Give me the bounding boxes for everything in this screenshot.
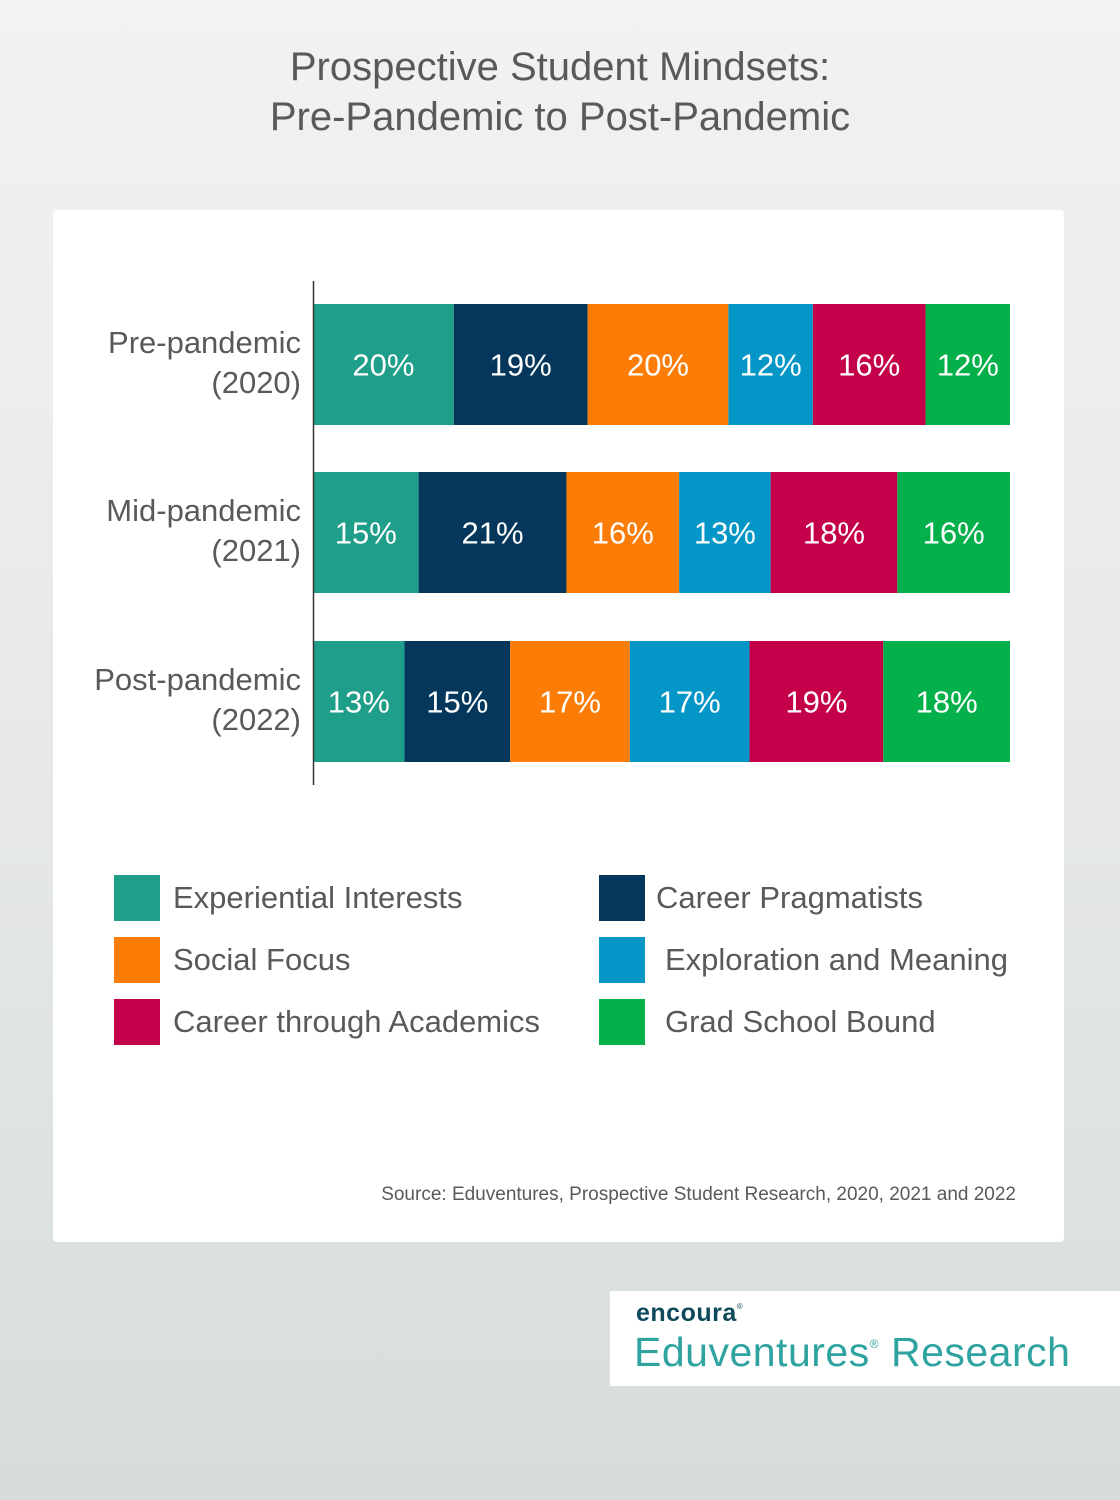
bar-segment [453,304,588,425]
category-label: (2020) [211,365,301,400]
bar-segment [749,641,884,762]
legend-label: Experiential Interests [173,880,463,915]
category-label: Post-pandemic [94,662,301,697]
legend-swatch [599,875,645,921]
category-label: (2021) [211,533,301,568]
legend-swatch [114,875,160,921]
encoura-logo: encoura® [636,1299,744,1327]
chart-title-line-1: Prospective Student Mindsets: [289,45,831,89]
legend-swatch [599,999,645,1045]
data-label: 19% [785,685,847,720]
bar-segment [313,641,405,762]
logo: encoura® Eduventures® Research [610,1291,1120,1386]
category-label: (2022) [211,702,301,737]
bar-segment [897,472,1010,593]
data-label: 21% [462,516,524,551]
bar-segment [629,641,750,762]
bar-segment [587,304,729,425]
legend-label: Exploration and Meaning [665,942,1008,977]
category-label: Mid-pandemic [106,493,301,528]
data-label: 18% [916,685,978,720]
data-label: 20% [352,348,414,383]
stacked-bar-chart: 20% 19% 20% 12% 16% 12% Pre-pandemic (2020) 15% 2… [94,281,1010,785]
eduventures-research-logo: Eduventures® Research [634,1329,1071,1375]
legend-swatch [599,937,645,983]
bar-segment [418,472,567,593]
legend-swatch [114,937,160,983]
legend-swatch [114,999,160,1045]
bar-segment [313,304,454,425]
data-label: 16% [838,348,900,383]
bar-segment [812,304,926,425]
data-label: 13% [694,516,756,551]
bar-segment [883,641,1010,762]
data-label: 15% [426,685,488,720]
data-label: 17% [539,685,601,720]
chart-title-line-2: Pre-Pandemic to Post-Pandemic [269,95,851,139]
legend-label: Career Pragmatists [656,880,924,915]
data-label: 13% [328,685,390,720]
bar-segment [566,472,680,593]
data-label: 12% [937,348,999,383]
chart-title: Prospective Student Mindsets: Pre-Pandem… [0,42,1120,142]
source-note: Source: Eduventures, Prospective Student… [381,1184,1016,1205]
bar-segment [679,472,771,593]
data-label: 15% [335,516,397,551]
data-label: 19% [490,348,552,383]
data-label: 16% [592,516,654,551]
bar-segment [313,472,419,593]
data-label: 17% [659,685,721,720]
legend-label: Grad School Bound [665,1004,936,1039]
bar-segment [728,304,813,425]
data-label: 12% [740,348,802,383]
data-label: 20% [627,348,689,383]
bar-segment [510,641,630,762]
data-label: 18% [803,516,865,551]
legend-label: Career through Academics [173,1004,541,1039]
legend-label: Social Focus [173,942,351,977]
category-label: Pre-pandemic [108,325,301,360]
bar-segment [404,641,511,762]
data-label: 16% [923,516,985,551]
bar-segment [925,304,1010,425]
bar-segment [770,472,898,593]
